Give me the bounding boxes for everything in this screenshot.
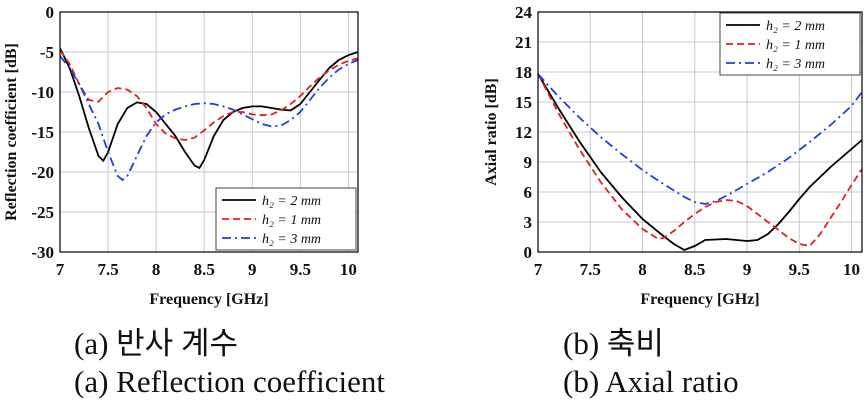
legend-label-3: h₂ = 3 mm (766, 57, 825, 72)
y-axis-label: Axial ratio [dB] (483, 78, 500, 186)
legend-label-3: h₂ = 3 mm (262, 232, 321, 247)
x-tick-label: 7.5 (580, 260, 601, 279)
x-tick-label: 7 (56, 260, 65, 279)
caption-left-korean: (a) 반사 계수 (74, 326, 238, 361)
legend: h₂ = 2 mm h₂ = 1 mm h₂ = 3 mm (719, 12, 861, 76)
x-tick-label: 8.5 (194, 260, 215, 279)
y-tick-label: -10 (31, 83, 54, 102)
y-tick-label: -5 (40, 43, 54, 62)
figure-charts: 7 7.5 8 8.5 9 9.5 10 0 -5 -10 -15 -20 -25 -30 Frequenc… (3, 3, 863, 308)
plot-frame (59, 11, 359, 253)
x-tick-label: 9.5 (789, 260, 810, 279)
x-tick-label: 7 (534, 260, 543, 279)
y-axis-label: Reflection coefficient [dB] (3, 43, 20, 221)
axial-ratio-chart: 7 7.5 8 8.5 9 9.5 10 24 21 18 15 12 9 6 3 0 Frequency [G… (483, 3, 863, 308)
series-line-1 (60, 47, 358, 170)
y-tick-label: 21 (515, 33, 532, 52)
series-line-2 (60, 49, 358, 141)
x-tick-label: 9.5 (290, 260, 311, 279)
y-tick-label: 15 (515, 93, 532, 112)
legend-label-2: h₂ = 1 mm (262, 213, 321, 228)
caption-left-english: (a) Reflection coefficient (74, 364, 385, 399)
y-tick-label: -15 (31, 123, 54, 142)
x-tick-label: 9 (743, 260, 752, 279)
y-tick-label: -25 (31, 203, 54, 222)
y-tick-label: 3 (524, 213, 533, 232)
y-tick-label: -20 (31, 163, 54, 182)
legend: h₂ = 2 mm h₂ = 1 mm h₂ = 3 mm (215, 187, 357, 251)
y-tick-label: 12 (515, 123, 532, 142)
x-tick-label: 10 (340, 260, 357, 279)
x-tick-label: 9 (248, 260, 257, 279)
x-tick-label: 8.5 (684, 260, 705, 279)
legend-label-1: h₂ = 2 mm (766, 19, 825, 34)
x-tick-label: 8 (638, 260, 647, 279)
reflection-coefficient-chart: 7 7.5 8 8.5 9 9.5 10 0 -5 -10 -15 -20 -25 -30 Frequenc… (3, 3, 359, 308)
x-axis-label: Frequency [GHz] (149, 291, 268, 308)
legend-label-2: h₂ = 1 mm (766, 38, 825, 53)
y-tick-label: 24 (515, 3, 533, 22)
y-tick-label: 6 (524, 183, 533, 202)
series-line-1 (538, 73, 862, 251)
y-tick-label: 0 (46, 3, 55, 22)
caption-right-english: (b) Axial ratio (563, 364, 739, 399)
series-line-3 (538, 73, 862, 205)
caption-right-korean: (b) 축비 (563, 326, 664, 361)
plot-frame (537, 11, 863, 253)
legend-label-1: h₂ = 2 mm (262, 194, 321, 209)
y-tick-label: 9 (524, 153, 533, 172)
series-line-2 (538, 73, 862, 247)
y-tick-label: 18 (515, 63, 532, 82)
x-tick-label: 10 (843, 260, 860, 279)
y-tick-label: -30 (31, 243, 54, 262)
x-tick-label: 7.5 (97, 260, 118, 279)
x-tick-label: 8 (152, 260, 161, 279)
series-line-3 (60, 55, 358, 182)
x-axis-label: Frequency [GHz] (640, 291, 759, 308)
y-tick-label: 0 (524, 243, 533, 262)
